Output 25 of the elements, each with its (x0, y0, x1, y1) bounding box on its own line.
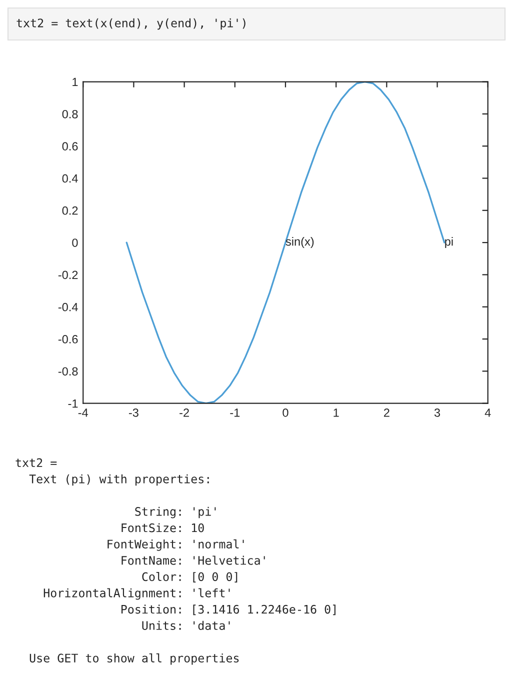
y-tick-label: 1 (72, 78, 78, 86)
x-tick-label: 3 (434, 408, 440, 417)
x-tick-label: 4 (484, 408, 491, 417)
annotation: pi (445, 237, 453, 248)
x-tick-label: -2 (180, 408, 189, 417)
y-tick-label: -0.2 (58, 270, 78, 280)
text: txt2 = Text (pi) with properties: String: 'pi' FontSize: 10 FontWeight: 'normal' FontName: 'Helvetica' Color: [0 0 0] HorizontalAlignment: 'left' Position: [3.1416 1.2246e-16 0] Units: 'data' Use GET to show all properties (16, 458, 336, 665)
y-tick-label: -0.4 (58, 302, 78, 312)
x-tick-label: 0 (282, 408, 288, 417)
y-tick-label: 0.8 (62, 110, 78, 118)
x-tick-label: -3 (128, 408, 138, 417)
x-tick-label: -1 (230, 408, 240, 417)
y-tick-label: -1 (68, 399, 78, 408)
x-tick-label: 2 (384, 408, 390, 417)
annotation: sin(x) (286, 237, 314, 248)
y-tick-label: -0.8 (58, 367, 78, 376)
line-series (126, 82, 446, 404)
x-tick-label: -4 (78, 408, 88, 417)
y-tick-label: 0.4 (62, 174, 78, 183)
text: txt2 = text(x(end), y(end), 'pi') (16, 18, 246, 30)
y-tick-label: 0.2 (62, 206, 78, 215)
y-tick-label: -0.6 (58, 335, 78, 344)
x-tick-label: 1 (334, 408, 339, 417)
y-tick-label: 0 (72, 238, 78, 247)
y-tick-label: 0.6 (62, 142, 78, 150)
